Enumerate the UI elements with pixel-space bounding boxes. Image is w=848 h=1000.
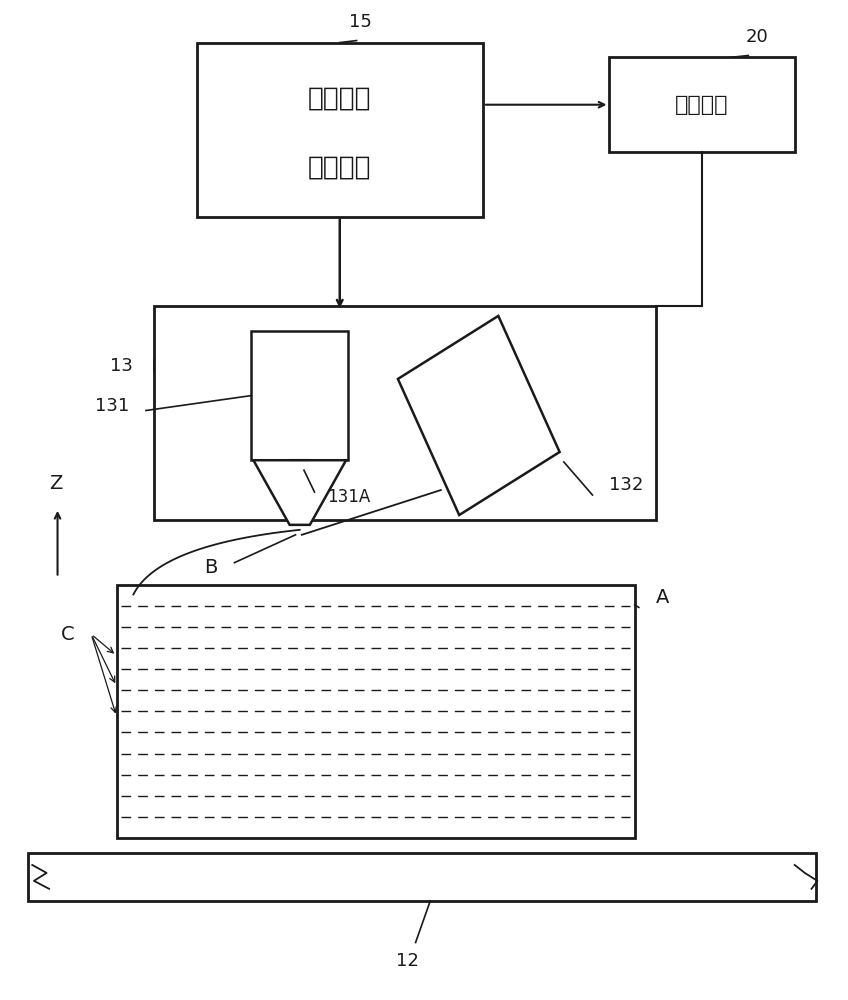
Text: 15: 15 xyxy=(349,13,372,31)
Text: C: C xyxy=(61,625,75,644)
Text: 131: 131 xyxy=(95,397,129,415)
Text: Z: Z xyxy=(49,474,63,493)
Text: 控制裝置: 控制裝置 xyxy=(675,95,728,115)
Polygon shape xyxy=(251,331,349,460)
Polygon shape xyxy=(116,585,634,838)
Polygon shape xyxy=(610,57,795,152)
Text: B: B xyxy=(204,558,218,577)
Text: 132: 132 xyxy=(610,476,644,494)
Polygon shape xyxy=(398,316,560,515)
Text: 造型材料: 造型材料 xyxy=(308,85,371,111)
Text: 12: 12 xyxy=(396,952,419,970)
Text: 13: 13 xyxy=(110,357,133,375)
Text: 131A: 131A xyxy=(327,488,371,506)
Polygon shape xyxy=(197,43,483,217)
Polygon shape xyxy=(154,306,656,520)
Polygon shape xyxy=(28,853,816,901)
Text: 供給單元: 供給單元 xyxy=(308,155,371,181)
Text: 20: 20 xyxy=(745,28,768,46)
Polygon shape xyxy=(254,460,346,525)
Text: A: A xyxy=(656,588,669,607)
